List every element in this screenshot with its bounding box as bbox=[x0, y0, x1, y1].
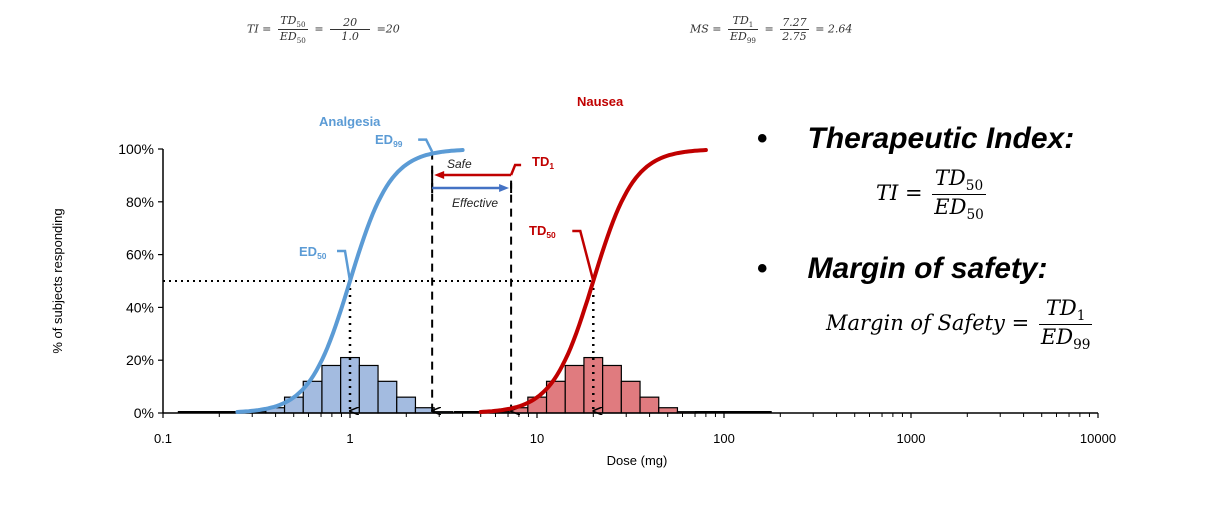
ms-formula-den-sub: 99 bbox=[1073, 337, 1091, 354]
ti-num: TD bbox=[280, 14, 297, 27]
ti-den: ED bbox=[279, 30, 297, 44]
analgesia-histogram-bar bbox=[321, 364, 342, 414]
ed99-label: ED99 bbox=[375, 132, 403, 149]
ms-den: ED bbox=[730, 30, 747, 44]
nausea-histogram-bar bbox=[639, 396, 660, 414]
effective-label: Effective bbox=[452, 196, 498, 210]
ti-val-num: 20 bbox=[330, 16, 371, 31]
nausea-label: Nausea bbox=[577, 94, 624, 109]
td1-leader bbox=[509, 163, 522, 176]
ed50-leader bbox=[337, 249, 352, 282]
safe-arrowhead bbox=[434, 171, 445, 179]
ti-val-den: 1.0 bbox=[341, 30, 359, 44]
ms-result: = 2.64 bbox=[815, 22, 853, 36]
x-tick-label: 10000 bbox=[1080, 431, 1116, 446]
ti-values: 20 1.0 bbox=[330, 16, 371, 44]
y-tick-label: 40% bbox=[126, 299, 154, 315]
x-tick-label: 1000 bbox=[897, 431, 926, 446]
ms-formula-den: ED bbox=[1040, 325, 1074, 350]
ti-fraction: TD50 ED50 bbox=[277, 14, 308, 46]
ms-num-sub: 1 bbox=[748, 20, 754, 30]
bullet-icon: • bbox=[757, 122, 768, 155]
ti-result: =20 bbox=[376, 22, 400, 36]
ti-formula-num: TD bbox=[934, 166, 966, 190]
ms-formula-lhs: Margin of Safety = bbox=[826, 311, 1030, 336]
ms-eq: = bbox=[764, 22, 774, 36]
y-tick-label: 0% bbox=[134, 405, 154, 421]
ms-calculation: MS = TD1 ED99 = 7.27 2.75 = 2.64 bbox=[690, 14, 852, 45]
x-tick-label: 1 bbox=[346, 431, 353, 446]
ti-den-sub: 50 bbox=[296, 36, 306, 46]
nausea-histogram-bar bbox=[564, 364, 585, 414]
td50-leader bbox=[572, 229, 595, 282]
ti-eq: = bbox=[314, 22, 324, 36]
y-tick-label: 80% bbox=[126, 194, 154, 210]
ti-formula-den: ED bbox=[934, 195, 967, 220]
ti-heading: Therapeutic Index: bbox=[807, 122, 1075, 155]
ms-formula-num: TD bbox=[1045, 296, 1077, 320]
ti-formula-fraction: TD50 ED50 bbox=[932, 166, 986, 223]
bullet-icon: • bbox=[757, 252, 768, 285]
y-tick-label: 60% bbox=[126, 247, 154, 263]
ed50-label: ED50 bbox=[299, 244, 327, 261]
y-axis-label: % of subjects responding bbox=[50, 208, 65, 353]
ti-formula-lhs: TI = bbox=[876, 181, 923, 206]
analgesia-curve bbox=[235, 148, 465, 414]
x-tick-label: 100 bbox=[713, 431, 735, 446]
ti-lhs: TI = bbox=[247, 22, 272, 36]
ti-bullet: • Therapeutic Index: bbox=[757, 122, 1074, 156]
y-tick-label: 100% bbox=[118, 141, 154, 157]
ti-formula-num-sub: 50 bbox=[965, 178, 984, 195]
nausea-curve bbox=[478, 148, 708, 414]
ms-val-num: 7.27 bbox=[780, 16, 809, 31]
x-axis-label: Dose (mg) bbox=[607, 453, 668, 468]
nausea-histogram-bar bbox=[602, 364, 622, 414]
ti-formula-den-sub: 50 bbox=[966, 207, 984, 224]
ms-formula-num-sub: 1 bbox=[1076, 308, 1086, 325]
analgesia-histogram-bar bbox=[396, 396, 417, 414]
td50-label: TD50 bbox=[529, 223, 556, 240]
ms-den-sub: 99 bbox=[746, 36, 756, 46]
safe-label: Safe bbox=[447, 157, 472, 171]
ms-formula: Margin of Safety = TD1 ED99 bbox=[826, 296, 1095, 353]
ti-formula: TI = TD50 ED50 bbox=[876, 166, 989, 223]
ed99-leader bbox=[418, 138, 434, 153]
x-tick-label: 10 bbox=[530, 431, 544, 446]
y-tick-label: 20% bbox=[126, 352, 154, 368]
ms-values: 7.27 2.75 bbox=[780, 16, 809, 43]
analgesia-histogram-bar bbox=[358, 364, 379, 414]
ms-formula-fraction: TD1 ED99 bbox=[1038, 296, 1093, 354]
nausea-histogram-bar bbox=[658, 407, 679, 414]
ms-fraction: TD1 ED99 bbox=[728, 14, 758, 45]
ms-num: TD bbox=[732, 14, 749, 27]
ti-num-sub: 50 bbox=[296, 20, 306, 30]
ms-heading: Margin of safety: bbox=[807, 252, 1048, 285]
td1-label: TD1 bbox=[532, 154, 554, 171]
analgesia-label: Analgesia bbox=[319, 114, 381, 129]
nausea-histogram-bar bbox=[620, 380, 641, 414]
ms-lhs: MS = bbox=[690, 22, 722, 36]
x-tick-label: 0.1 bbox=[154, 431, 172, 446]
ti-calculation: TI = TD50 ED50 = 20 1.0 =20 bbox=[247, 14, 400, 45]
ms-val-den: 2.75 bbox=[782, 30, 807, 44]
ms-bullet: • Margin of safety: bbox=[757, 252, 1048, 286]
effective-arrowhead bbox=[499, 184, 510, 192]
analgesia-histogram-bar bbox=[377, 380, 398, 414]
